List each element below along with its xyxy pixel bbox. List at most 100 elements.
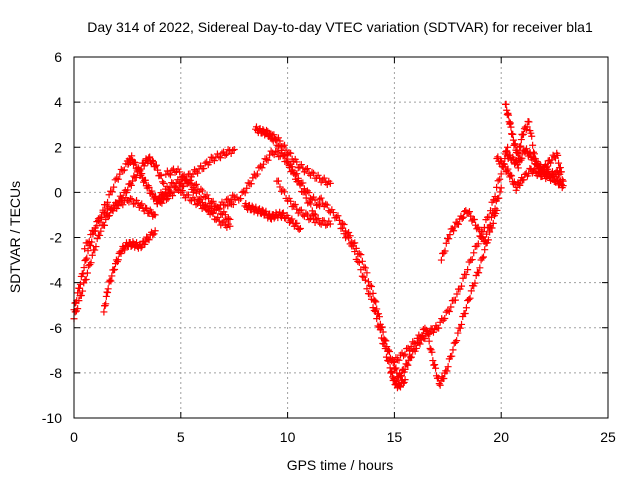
data-point <box>105 278 113 286</box>
data-point <box>104 198 112 206</box>
data-point <box>376 326 384 334</box>
data-point <box>320 174 328 182</box>
data-point <box>197 194 205 202</box>
data-point <box>401 376 409 384</box>
data-point <box>504 143 512 151</box>
data-point <box>198 205 206 213</box>
data-point <box>423 329 431 337</box>
data-point <box>442 239 450 247</box>
data-point <box>200 202 208 210</box>
data-point <box>191 181 199 189</box>
data-point <box>486 221 494 229</box>
data-point <box>94 217 102 225</box>
data-point <box>514 164 522 172</box>
data-point <box>496 188 504 196</box>
data-point <box>332 213 340 221</box>
data-point <box>192 189 200 197</box>
data-point <box>517 136 525 144</box>
data-point <box>224 195 232 203</box>
data-point <box>90 227 98 235</box>
data-point <box>128 152 136 160</box>
data-point <box>104 289 112 297</box>
data-point <box>308 168 316 176</box>
data-point <box>399 379 407 387</box>
data-point <box>311 196 319 204</box>
data-point <box>295 225 303 233</box>
data-point <box>145 184 153 192</box>
data-point <box>296 180 304 188</box>
data-point <box>154 166 162 174</box>
data-point <box>456 324 464 332</box>
data-point <box>310 169 318 177</box>
data-point <box>226 215 234 223</box>
data-point <box>339 224 347 232</box>
data-point <box>297 161 305 169</box>
data-point <box>351 248 359 256</box>
data-point <box>214 214 222 222</box>
data-point <box>355 259 363 267</box>
data-point <box>191 196 199 204</box>
data-point <box>314 201 322 209</box>
data-point <box>263 155 271 163</box>
series-arc-11 <box>262 128 334 188</box>
data-point <box>329 209 337 217</box>
data-point <box>144 235 152 243</box>
data-point <box>361 264 369 272</box>
data-point <box>173 185 181 193</box>
data-point <box>85 238 93 246</box>
data-point <box>540 164 548 172</box>
data-point <box>164 195 172 203</box>
data-point <box>127 181 135 189</box>
data-point <box>131 159 139 167</box>
data-point <box>451 338 459 346</box>
series-arc-3 <box>81 194 159 253</box>
data-point <box>547 176 555 184</box>
data-point <box>229 191 237 199</box>
data-point <box>396 382 404 390</box>
data-point <box>288 163 296 171</box>
data-point <box>138 200 146 208</box>
data-point <box>108 206 116 214</box>
data-point <box>509 130 517 138</box>
data-point <box>511 140 519 148</box>
data-point <box>303 211 311 219</box>
data-point <box>75 297 83 305</box>
data-point <box>357 251 365 259</box>
x-tick-label: 0 <box>70 429 78 445</box>
data-point <box>97 227 105 235</box>
data-point <box>467 287 475 295</box>
data-point <box>441 314 449 322</box>
data-point <box>523 123 531 131</box>
data-point <box>517 142 525 150</box>
data-point <box>296 224 304 232</box>
data-point <box>119 201 127 209</box>
data-point <box>478 254 486 262</box>
data-point <box>437 256 445 264</box>
data-point <box>81 245 89 253</box>
data-point <box>259 125 267 133</box>
data-point <box>311 211 319 219</box>
data-point <box>465 295 473 303</box>
data-point <box>287 149 295 157</box>
data-point <box>187 197 195 205</box>
data-point <box>449 346 457 354</box>
data-point <box>480 238 488 245</box>
data-point <box>470 249 478 257</box>
data-point <box>166 171 174 179</box>
data-point <box>497 184 505 192</box>
data-point <box>464 266 472 274</box>
data-point <box>461 310 469 318</box>
plot-frame <box>73 56 609 419</box>
data-point <box>397 372 405 380</box>
data-point <box>83 269 91 277</box>
series-arc-1 <box>70 152 174 314</box>
data-point <box>401 350 409 358</box>
data-point <box>496 175 504 183</box>
data-point <box>229 146 237 154</box>
data-point <box>194 169 202 177</box>
data-point <box>191 166 199 174</box>
data-point <box>113 174 121 182</box>
data-point <box>440 375 448 383</box>
data-point <box>462 304 470 312</box>
